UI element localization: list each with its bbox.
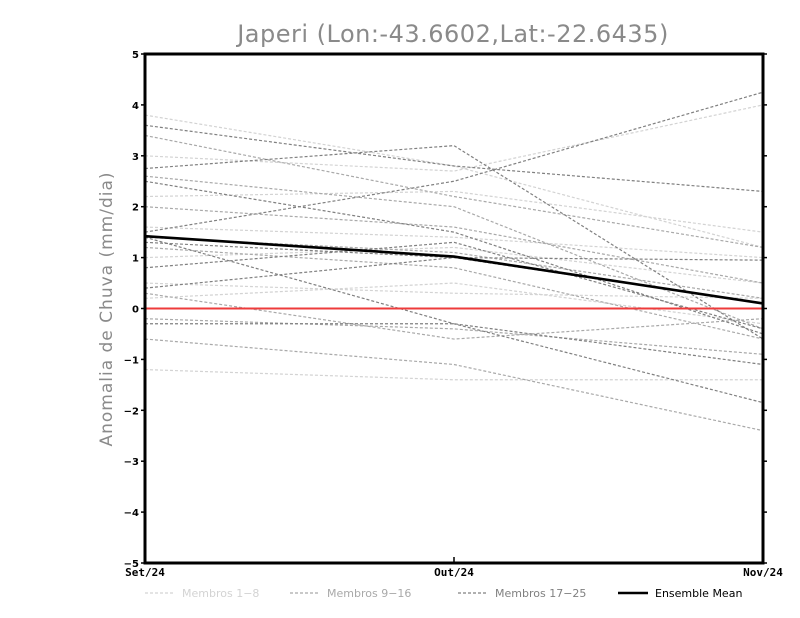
series-line-group2-7	[144, 318, 764, 355]
series-line-group1-1	[144, 114, 764, 249]
series-line-group3-3	[144, 180, 764, 335]
x-tick-label: Set/24	[125, 566, 165, 579]
legend: Membros 1−8 Membros 9−16 Membros 17−25 Ense…	[145, 587, 742, 600]
series-line-group1-6	[144, 282, 764, 299]
series-line-group2-3	[144, 206, 764, 284]
legend-label: Membros 9−16	[327, 587, 411, 600]
series-line-group3-8	[145, 323, 764, 366]
x-tick-label: Nov/24	[743, 566, 783, 579]
y-tick-label: 3	[132, 152, 139, 163]
y-tick-label: 0	[132, 305, 139, 316]
y-tick-label: 1	[132, 254, 139, 265]
series-line-group2-8	[144, 338, 764, 432]
y-tick-label: −1	[124, 355, 139, 366]
series-line-group2-5	[144, 246, 764, 340]
legend-label: Membros 17−25	[495, 587, 586, 600]
y-tick-label: 2	[132, 203, 139, 214]
legend-label: Membros 1−8	[182, 587, 259, 600]
series-line-group1-2	[144, 104, 764, 172]
series-line-group2-2	[144, 175, 764, 330]
series-line-group1-4	[144, 226, 764, 259]
y-tick-label: −5	[124, 559, 139, 570]
y-tick-label: −4	[124, 508, 139, 519]
ensemble-mean-line	[144, 234, 764, 305]
series-line-group1-5	[144, 246, 764, 284]
y-axis-label: Anomalia de Chuva (mm/dia)	[97, 171, 117, 446]
series-line-group3-6	[144, 241, 764, 330]
series-line-group1-7	[144, 282, 764, 325]
y-axis-ticks: −5 −4 −3 −2 −1 0 1 2 3 4 5	[124, 50, 767, 570]
series-layer	[144, 91, 764, 432]
ensemble-mean-layer	[144, 234, 764, 305]
series-line-group2-4	[144, 236, 764, 299]
legend-label: Ensemble Mean	[655, 587, 742, 600]
x-axis-ticks: Set/24 Out/24 Nov/24	[125, 557, 783, 579]
series-line-group3-5	[144, 241, 764, 261]
series-line-group3-9	[144, 236, 764, 404]
y-tick-label: −3	[124, 457, 139, 468]
series-line-group3-2	[144, 145, 764, 340]
chart-title: Japeri (Lon:-43.6602,Lat:-22.6435)	[235, 20, 669, 48]
series-line-group1-3	[144, 190, 764, 233]
y-tick-label: −2	[124, 406, 139, 417]
series-line-group2-6	[144, 292, 764, 340]
series-line-group3-4	[144, 91, 764, 233]
y-tick-label: 5	[132, 50, 139, 61]
series-line-group3-1	[144, 124, 764, 193]
series-line-group1-8	[144, 368, 763, 381]
x-tick-label: Out/24	[434, 566, 474, 579]
y-tick-label: 4	[132, 101, 139, 112]
